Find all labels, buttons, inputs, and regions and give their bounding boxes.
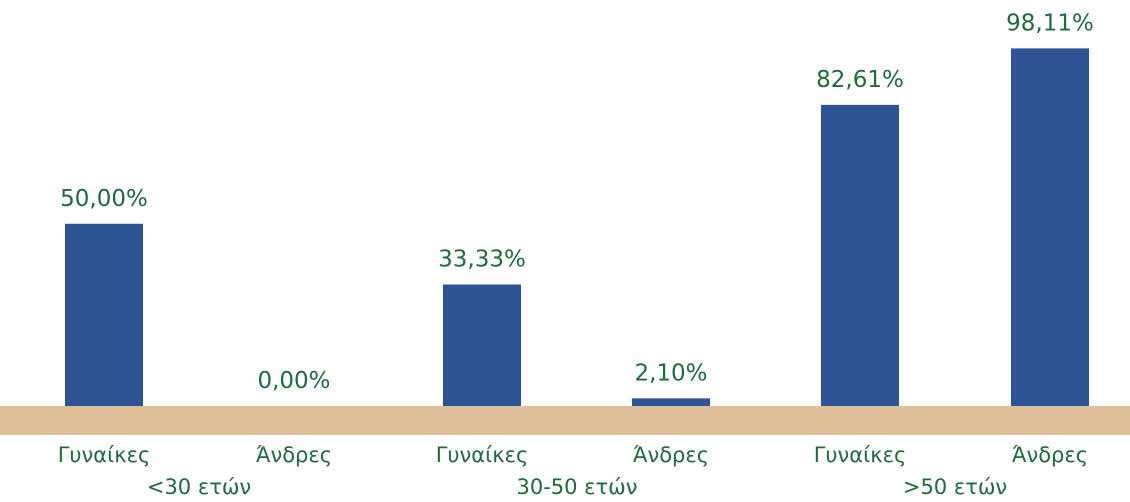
group-label-2: >50 ετών: [903, 475, 1007, 499]
bar-2-0: [821, 104, 899, 407]
value-label-1-1: 2,10%: [634, 360, 707, 386]
category-label-0-0: Γυναίκες: [58, 443, 151, 467]
value-label-2-1: 98,11%: [1006, 10, 1094, 36]
bars-layer: [65, 48, 1089, 407]
bar-1-0: [443, 284, 521, 406]
bar-2-1: [1011, 48, 1089, 407]
category-label-2-1: Άνδρες: [1012, 443, 1088, 467]
category-label-0-1: Άνδρες: [256, 443, 332, 467]
bar-1-1: [632, 398, 710, 406]
value-label-2-0: 82,61%: [816, 67, 904, 93]
value-label-0-0: 50,00%: [60, 186, 148, 212]
group-label-1: 30-50 ετών: [516, 475, 637, 499]
category-label-1-0: Γυναίκες: [436, 443, 529, 467]
value-label-0-1: 0,00%: [257, 368, 330, 394]
category-label-1-1: Άνδρες: [633, 443, 709, 467]
baseline-band: [0, 406, 1130, 435]
bar-0-0: [65, 223, 143, 406]
value-label-1-0: 33,33%: [438, 247, 526, 273]
group-label-0: <30 ετών: [147, 475, 251, 499]
category-label-2-0: Γυναίκες: [814, 443, 907, 467]
